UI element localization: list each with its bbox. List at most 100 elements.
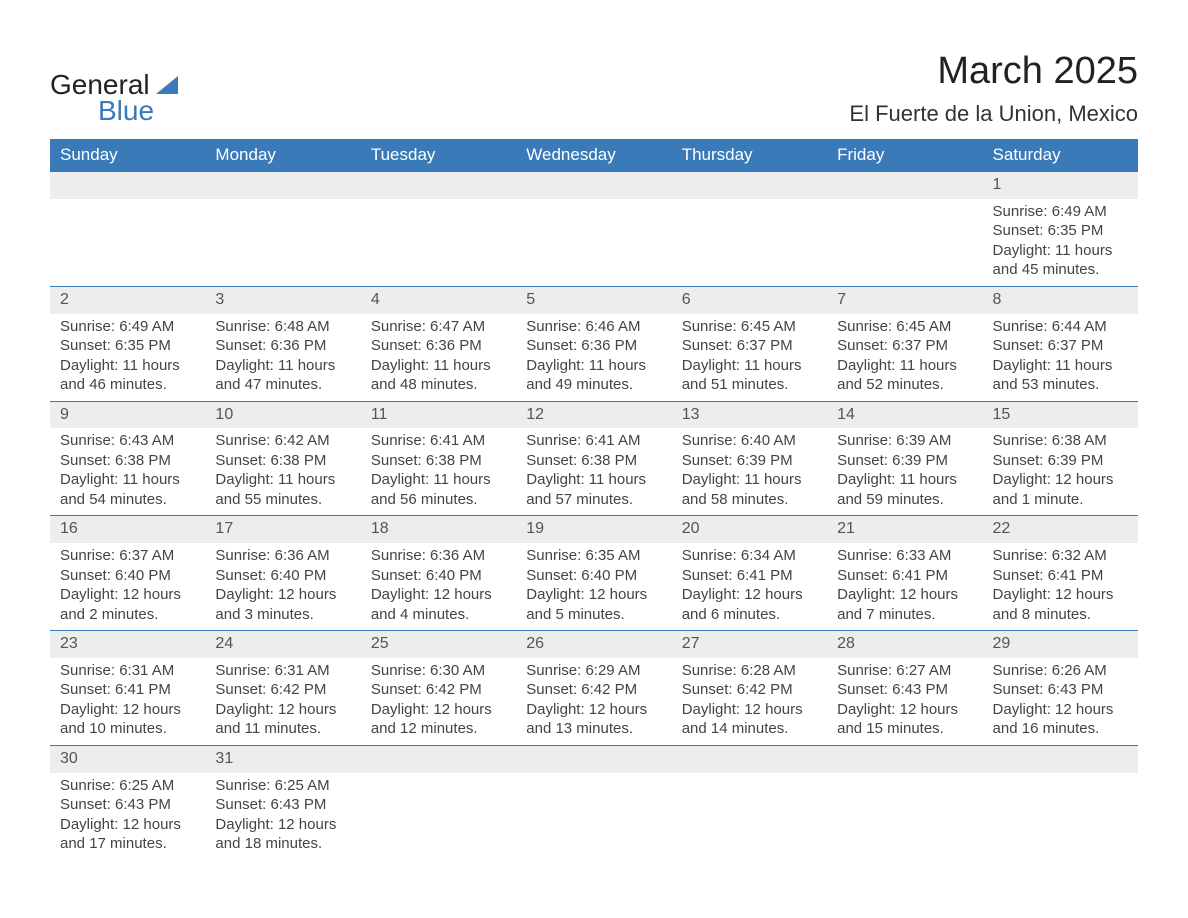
- calendar-cell: 12Sunrise: 6:41 AMSunset: 6:38 PMDayligh…: [516, 401, 671, 516]
- day-body: [361, 199, 516, 275]
- sunset-text: Sunset: 6:36 PM: [526, 336, 661, 356]
- day-body: Sunrise: 6:31 AMSunset: 6:42 PMDaylight:…: [205, 658, 360, 745]
- title-block: March 2025 El Fuerte de la Union, Mexico: [849, 50, 1138, 127]
- sunrise-text: Sunrise: 6:25 AM: [60, 776, 195, 796]
- day-number: 15: [983, 402, 1138, 429]
- sunset-text: Sunset: 6:42 PM: [215, 680, 350, 700]
- sunrise-text: Sunrise: 6:26 AM: [993, 661, 1128, 681]
- daylight-text: Daylight: 12 hours and 6 minutes.: [682, 585, 817, 624]
- sunrise-text: Sunrise: 6:40 AM: [682, 431, 817, 451]
- sunrise-text: Sunrise: 6:49 AM: [993, 202, 1128, 222]
- calendar-cell: 23Sunrise: 6:31 AMSunset: 6:41 PMDayligh…: [50, 631, 205, 746]
- day-number: 12: [516, 402, 671, 429]
- day-number: 13: [672, 402, 827, 429]
- sunrise-text: Sunrise: 6:31 AM: [215, 661, 350, 681]
- calendar-cell: 21Sunrise: 6:33 AMSunset: 6:41 PMDayligh…: [827, 516, 982, 631]
- day-number: 21: [827, 516, 982, 543]
- day-body: Sunrise: 6:49 AMSunset: 6:35 PMDaylight:…: [983, 199, 1138, 286]
- calendar-cell: 16Sunrise: 6:37 AMSunset: 6:40 PMDayligh…: [50, 516, 205, 631]
- daylight-text: Daylight: 11 hours and 46 minutes.: [60, 356, 195, 395]
- logo-text-2: Blue: [98, 95, 154, 127]
- day-body: Sunrise: 6:43 AMSunset: 6:38 PMDaylight:…: [50, 428, 205, 515]
- day-body: [983, 773, 1138, 849]
- sunset-text: Sunset: 6:43 PM: [837, 680, 972, 700]
- day-number: 2: [50, 287, 205, 314]
- calendar-cell: 7Sunrise: 6:45 AMSunset: 6:37 PMDaylight…: [827, 286, 982, 401]
- day-number: 1: [983, 172, 1138, 199]
- day-body: Sunrise: 6:30 AMSunset: 6:42 PMDaylight:…: [361, 658, 516, 745]
- day-body: Sunrise: 6:37 AMSunset: 6:40 PMDaylight:…: [50, 543, 205, 630]
- sunrise-text: Sunrise: 6:43 AM: [60, 431, 195, 451]
- daylight-text: Daylight: 11 hours and 53 minutes.: [993, 356, 1128, 395]
- sunset-text: Sunset: 6:40 PM: [215, 566, 350, 586]
- daylight-text: Daylight: 12 hours and 16 minutes.: [993, 700, 1128, 739]
- daylight-text: Daylight: 11 hours and 55 minutes.: [215, 470, 350, 509]
- day-number: 6: [672, 287, 827, 314]
- calendar-cell: 13Sunrise: 6:40 AMSunset: 6:39 PMDayligh…: [672, 401, 827, 516]
- calendar-cell: [50, 172, 205, 287]
- daylight-text: Daylight: 12 hours and 10 minutes.: [60, 700, 195, 739]
- calendar-cell: [983, 745, 1138, 859]
- calendar-cell: 14Sunrise: 6:39 AMSunset: 6:39 PMDayligh…: [827, 401, 982, 516]
- daylight-text: Daylight: 11 hours and 56 minutes.: [371, 470, 506, 509]
- sunset-text: Sunset: 6:36 PM: [215, 336, 350, 356]
- calendar-cell: 8Sunrise: 6:44 AMSunset: 6:37 PMDaylight…: [983, 286, 1138, 401]
- daylight-text: Daylight: 12 hours and 11 minutes.: [215, 700, 350, 739]
- sunrise-text: Sunrise: 6:31 AM: [60, 661, 195, 681]
- day-body: Sunrise: 6:28 AMSunset: 6:42 PMDaylight:…: [672, 658, 827, 745]
- sunset-text: Sunset: 6:41 PM: [60, 680, 195, 700]
- sunset-text: Sunset: 6:43 PM: [60, 795, 195, 815]
- calendar-cell: 26Sunrise: 6:29 AMSunset: 6:42 PMDayligh…: [516, 631, 671, 746]
- day-body: Sunrise: 6:35 AMSunset: 6:40 PMDaylight:…: [516, 543, 671, 630]
- calendar-week: 9Sunrise: 6:43 AMSunset: 6:38 PMDaylight…: [50, 401, 1138, 516]
- daylight-text: Daylight: 12 hours and 5 minutes.: [526, 585, 661, 624]
- daylight-text: Daylight: 12 hours and 1 minute.: [993, 470, 1128, 509]
- sunrise-text: Sunrise: 6:37 AM: [60, 546, 195, 566]
- calendar-cell: [516, 172, 671, 287]
- calendar-cell: [672, 745, 827, 859]
- day-body: Sunrise: 6:27 AMSunset: 6:43 PMDaylight:…: [827, 658, 982, 745]
- day-body: Sunrise: 6:42 AMSunset: 6:38 PMDaylight:…: [205, 428, 360, 515]
- day-body: Sunrise: 6:41 AMSunset: 6:38 PMDaylight:…: [516, 428, 671, 515]
- daylight-text: Daylight: 12 hours and 17 minutes.: [60, 815, 195, 854]
- calendar-cell: 10Sunrise: 6:42 AMSunset: 6:38 PMDayligh…: [205, 401, 360, 516]
- day-number: [983, 746, 1138, 773]
- day-body: Sunrise: 6:44 AMSunset: 6:37 PMDaylight:…: [983, 314, 1138, 401]
- daylight-text: Daylight: 12 hours and 4 minutes.: [371, 585, 506, 624]
- sunset-text: Sunset: 6:42 PM: [526, 680, 661, 700]
- sunset-text: Sunset: 6:41 PM: [993, 566, 1128, 586]
- sunrise-text: Sunrise: 6:44 AM: [993, 317, 1128, 337]
- day-header-row: Sunday Monday Tuesday Wednesday Thursday…: [50, 139, 1138, 172]
- location: El Fuerte de la Union, Mexico: [849, 101, 1138, 127]
- daylight-text: Daylight: 11 hours and 54 minutes.: [60, 470, 195, 509]
- sunset-text: Sunset: 6:40 PM: [60, 566, 195, 586]
- daylight-text: Daylight: 11 hours and 59 minutes.: [837, 470, 972, 509]
- day-body: Sunrise: 6:25 AMSunset: 6:43 PMDaylight:…: [50, 773, 205, 860]
- calendar-cell: 17Sunrise: 6:36 AMSunset: 6:40 PMDayligh…: [205, 516, 360, 631]
- daylight-text: Daylight: 12 hours and 13 minutes.: [526, 700, 661, 739]
- day-number: 25: [361, 631, 516, 658]
- daylight-text: Daylight: 12 hours and 3 minutes.: [215, 585, 350, 624]
- sunrise-text: Sunrise: 6:48 AM: [215, 317, 350, 337]
- sunset-text: Sunset: 6:38 PM: [526, 451, 661, 471]
- daylight-text: Daylight: 11 hours and 57 minutes.: [526, 470, 661, 509]
- day-number: 26: [516, 631, 671, 658]
- sunrise-text: Sunrise: 6:33 AM: [837, 546, 972, 566]
- calendar-cell: 19Sunrise: 6:35 AMSunset: 6:40 PMDayligh…: [516, 516, 671, 631]
- day-number: [361, 172, 516, 199]
- calendar-cell: 9Sunrise: 6:43 AMSunset: 6:38 PMDaylight…: [50, 401, 205, 516]
- day-header: Friday: [827, 139, 982, 172]
- day-number: 17: [205, 516, 360, 543]
- day-body: [516, 199, 671, 275]
- day-body: Sunrise: 6:36 AMSunset: 6:40 PMDaylight:…: [361, 543, 516, 630]
- day-number: [516, 172, 671, 199]
- sunset-text: Sunset: 6:37 PM: [837, 336, 972, 356]
- day-number: 28: [827, 631, 982, 658]
- sunset-text: Sunset: 6:38 PM: [215, 451, 350, 471]
- calendar-week: 1Sunrise: 6:49 AMSunset: 6:35 PMDaylight…: [50, 172, 1138, 287]
- sunrise-text: Sunrise: 6:35 AM: [526, 546, 661, 566]
- calendar-cell: 31Sunrise: 6:25 AMSunset: 6:43 PMDayligh…: [205, 745, 360, 859]
- day-number: 20: [672, 516, 827, 543]
- day-number: 31: [205, 746, 360, 773]
- day-header: Saturday: [983, 139, 1138, 172]
